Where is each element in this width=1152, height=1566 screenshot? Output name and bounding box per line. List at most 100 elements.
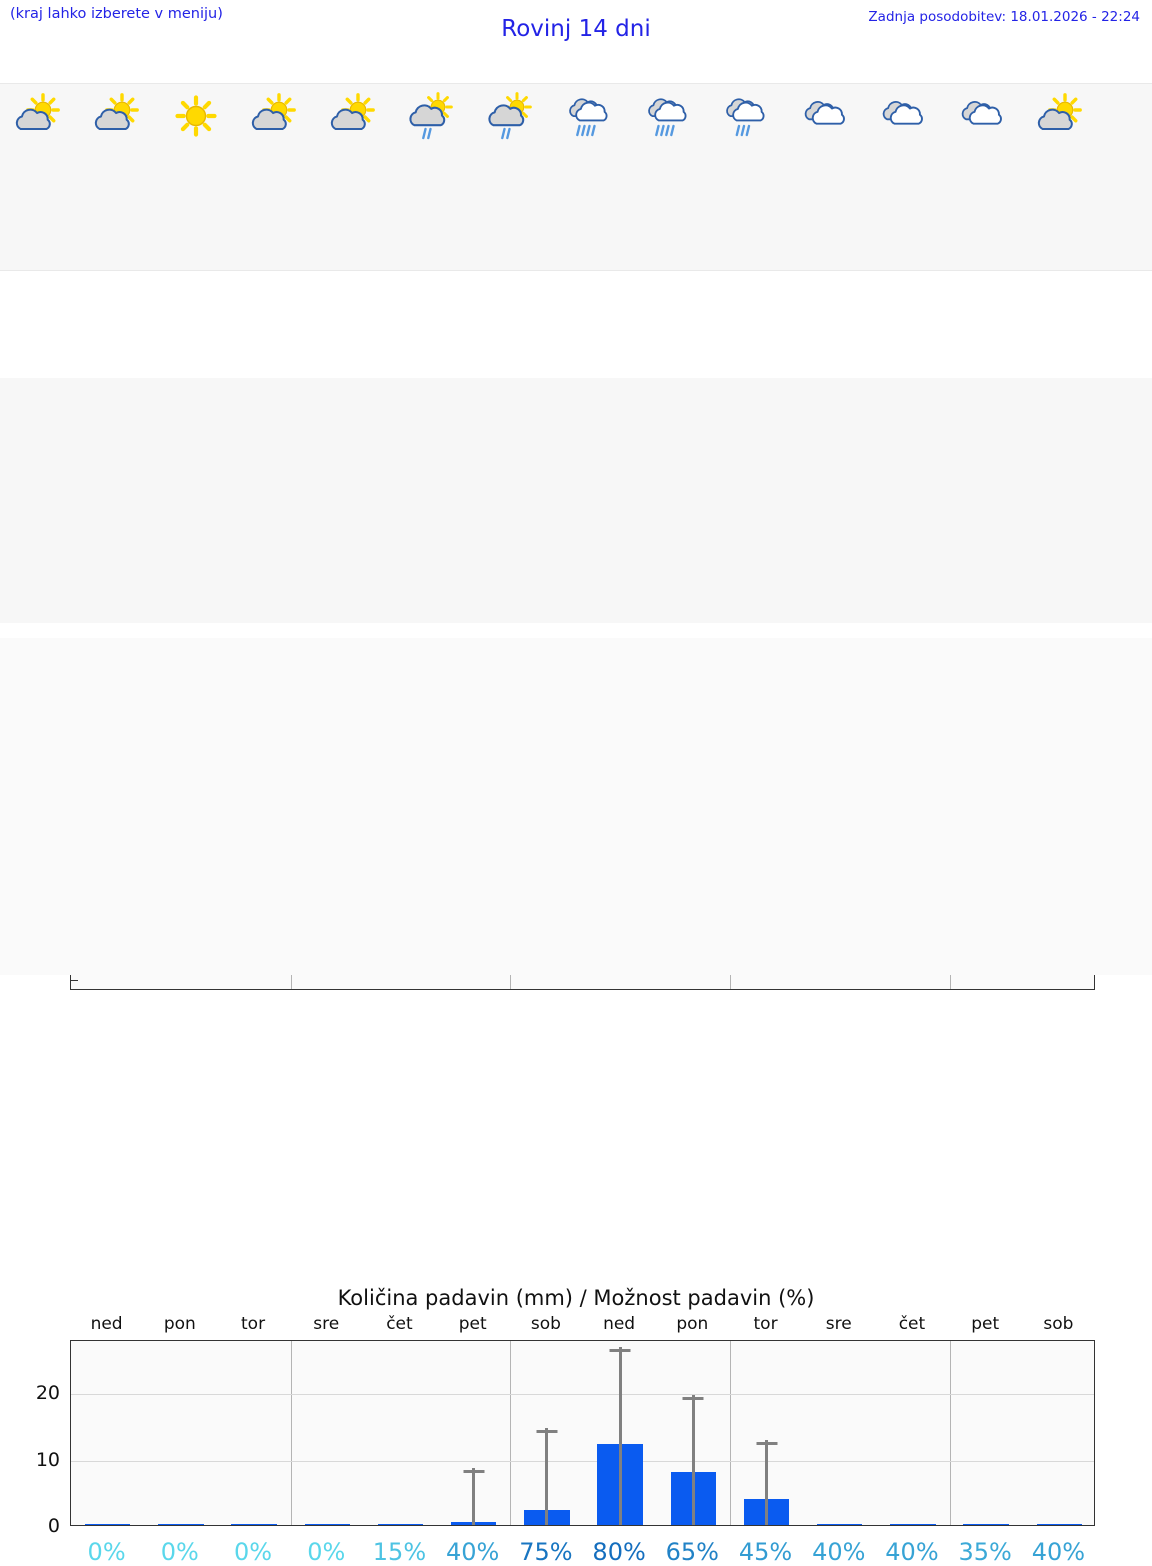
precipitation-day-label: pet	[971, 1314, 1000, 1334]
grid-line-vertical	[510, 1341, 512, 1525]
forecast-day-column[interactable]	[629, 84, 708, 270]
precipitation-day-label: tor	[241, 1314, 266, 1334]
last-updated: Zadnja posodobitev: 18.01.2026 - 22:24	[868, 9, 1140, 25]
precipitation-probability-label: 65%	[665, 1538, 719, 1566]
partly-cloudy-icon	[244, 91, 306, 141]
rain-icon	[647, 98, 687, 137]
light-rain-icon	[726, 98, 765, 137]
precipitation-whisker	[545, 1428, 549, 1525]
precipitation-whisker-cap	[756, 1441, 778, 1445]
partly-cloudy-icon	[87, 91, 149, 141]
sunny-icon	[175, 95, 218, 137]
precipitation-day-label: sre	[825, 1314, 852, 1334]
precipitation-chart-title: Količina padavin (mm) / Možnost padavin …	[337, 1286, 815, 1310]
sun-rain-icon	[488, 92, 532, 140]
forecast-day-column[interactable]	[707, 84, 786, 270]
forecast-day-column[interactable]	[864, 84, 943, 270]
grid-line-horizontal	[71, 1394, 1094, 1396]
forecast-day-column[interactable]	[79, 84, 158, 270]
forecast-day-column[interactable]	[393, 84, 472, 270]
partly-cloudy-icon	[8, 91, 70, 141]
precipitation-bar[interactable]	[304, 1523, 350, 1525]
page-header: (kraj lahko izberete v meniju) Rovinj 14…	[0, 0, 1152, 62]
partly-cloudy-icon	[330, 93, 375, 131]
partly-cloudy-icon	[16, 93, 61, 131]
partly-cloudy-icon	[1037, 93, 1082, 131]
forecast-day-column[interactable]	[236, 84, 315, 270]
rain-icon	[569, 98, 608, 137]
cloudy-icon	[872, 91, 934, 141]
partly-cloudy-icon	[251, 93, 296, 131]
precipitation-bar[interactable]	[1036, 1523, 1083, 1525]
rain-icon	[637, 91, 699, 141]
sunny-icon	[165, 91, 227, 141]
precipitation-y-tick-label: 0	[47, 1515, 60, 1537]
precipitation-probability-label: 40%	[1031, 1538, 1086, 1566]
rain-icon	[558, 91, 620, 141]
precipitation-probability-label: 0%	[87, 1538, 126, 1566]
forecast-strip	[0, 83, 1152, 271]
precipitation-probability-label: 35%	[958, 1538, 1012, 1566]
sun-rain-icon	[480, 91, 542, 141]
grid-line-vertical	[949, 1341, 951, 1525]
precipitation-bar[interactable]	[817, 1523, 863, 1525]
precipitation-probability-label: 0%	[307, 1538, 346, 1566]
menu-hint: (kraj lahko izberete v meniju)	[10, 6, 223, 22]
forecast-day-column[interactable]	[471, 84, 550, 270]
precipitation-day-label: sre	[313, 1314, 340, 1334]
precipitation-probability-label: 15%	[372, 1538, 427, 1566]
precipitation-day-label: pet	[458, 1314, 487, 1334]
precipitation-day-label: sob	[530, 1314, 561, 1334]
precipitation-bar[interactable]	[158, 1523, 204, 1525]
page-title: Rovinj 14 dni	[501, 16, 651, 42]
forecast-day-column[interactable]	[314, 84, 393, 270]
precipitation-probability-label: 0%	[160, 1538, 199, 1566]
precipitation-day-label: pon	[676, 1314, 709, 1334]
precipitation-whisker	[472, 1467, 476, 1525]
cloudy-icon	[951, 91, 1013, 141]
forecast-day-column[interactable]	[550, 84, 629, 270]
forecast-day-column[interactable]	[943, 84, 1022, 270]
precipitation-bar[interactable]	[963, 1523, 1009, 1525]
temperature-chart: Temperatura (°C) 0510© vreme.us & vreme.…	[0, 378, 1152, 990]
precipitation-bar[interactable]	[231, 1523, 277, 1525]
precipitation-probability-label: 40%	[812, 1538, 866, 1566]
precipitation-whisker-cap	[682, 1396, 704, 1400]
precipitation-bar[interactable]	[890, 1523, 936, 1525]
precipitation-day-label: ned	[603, 1314, 636, 1334]
precipitation-bar[interactable]	[377, 1523, 424, 1525]
partly-cloudy-icon	[323, 91, 385, 141]
partly-cloudy-icon	[94, 93, 139, 131]
precipitation-whisker	[765, 1439, 769, 1525]
precipitation-whisker	[691, 1394, 695, 1525]
precipitation-day-label: pon	[163, 1314, 196, 1334]
precipitation-day-label: čet	[386, 1314, 413, 1334]
precipitation-chart: Količina padavin (mm) / Možnost padavin …	[0, 638, 1152, 1566]
precipitation-bar[interactable]	[84, 1523, 131, 1525]
precipitation-probability-label: 45%	[738, 1538, 793, 1566]
sun-rain-icon	[409, 92, 453, 140]
cloudy-icon	[883, 101, 924, 125]
precipitation-probability-label: 0%	[233, 1538, 273, 1566]
grid-line-vertical	[729, 1341, 731, 1525]
grid-line-vertical	[290, 1341, 292, 1525]
precipitation-day-label: sob	[1043, 1314, 1074, 1334]
precipitation-day-label: čet	[898, 1314, 926, 1334]
precipitation-whisker-cap	[463, 1469, 485, 1473]
cloudy-icon	[794, 91, 856, 141]
forecast-day-column[interactable]	[157, 84, 236, 270]
precipitation-probability-label: 40%	[446, 1538, 500, 1566]
precipitation-day-label: ned	[90, 1314, 123, 1334]
precipitation-y-tick-label: 10	[35, 1448, 60, 1471]
grid-line-horizontal	[71, 1460, 1094, 1462]
cloudy-icon	[961, 101, 1002, 125]
precipitation-probability-label: 75%	[519, 1538, 573, 1566]
forecast-day-column[interactable]	[786, 84, 865, 270]
forecast-day-column[interactable]	[1021, 84, 1100, 270]
precipitation-whisker-cap	[609, 1348, 631, 1352]
precipitation-plot-area	[70, 1340, 1095, 1526]
precipitation-y-tick-label: 20	[35, 1382, 60, 1405]
precipitation-probability-label: 40%	[885, 1538, 939, 1566]
precipitation-whisker	[618, 1346, 622, 1525]
forecast-day-column[interactable]	[0, 84, 79, 270]
